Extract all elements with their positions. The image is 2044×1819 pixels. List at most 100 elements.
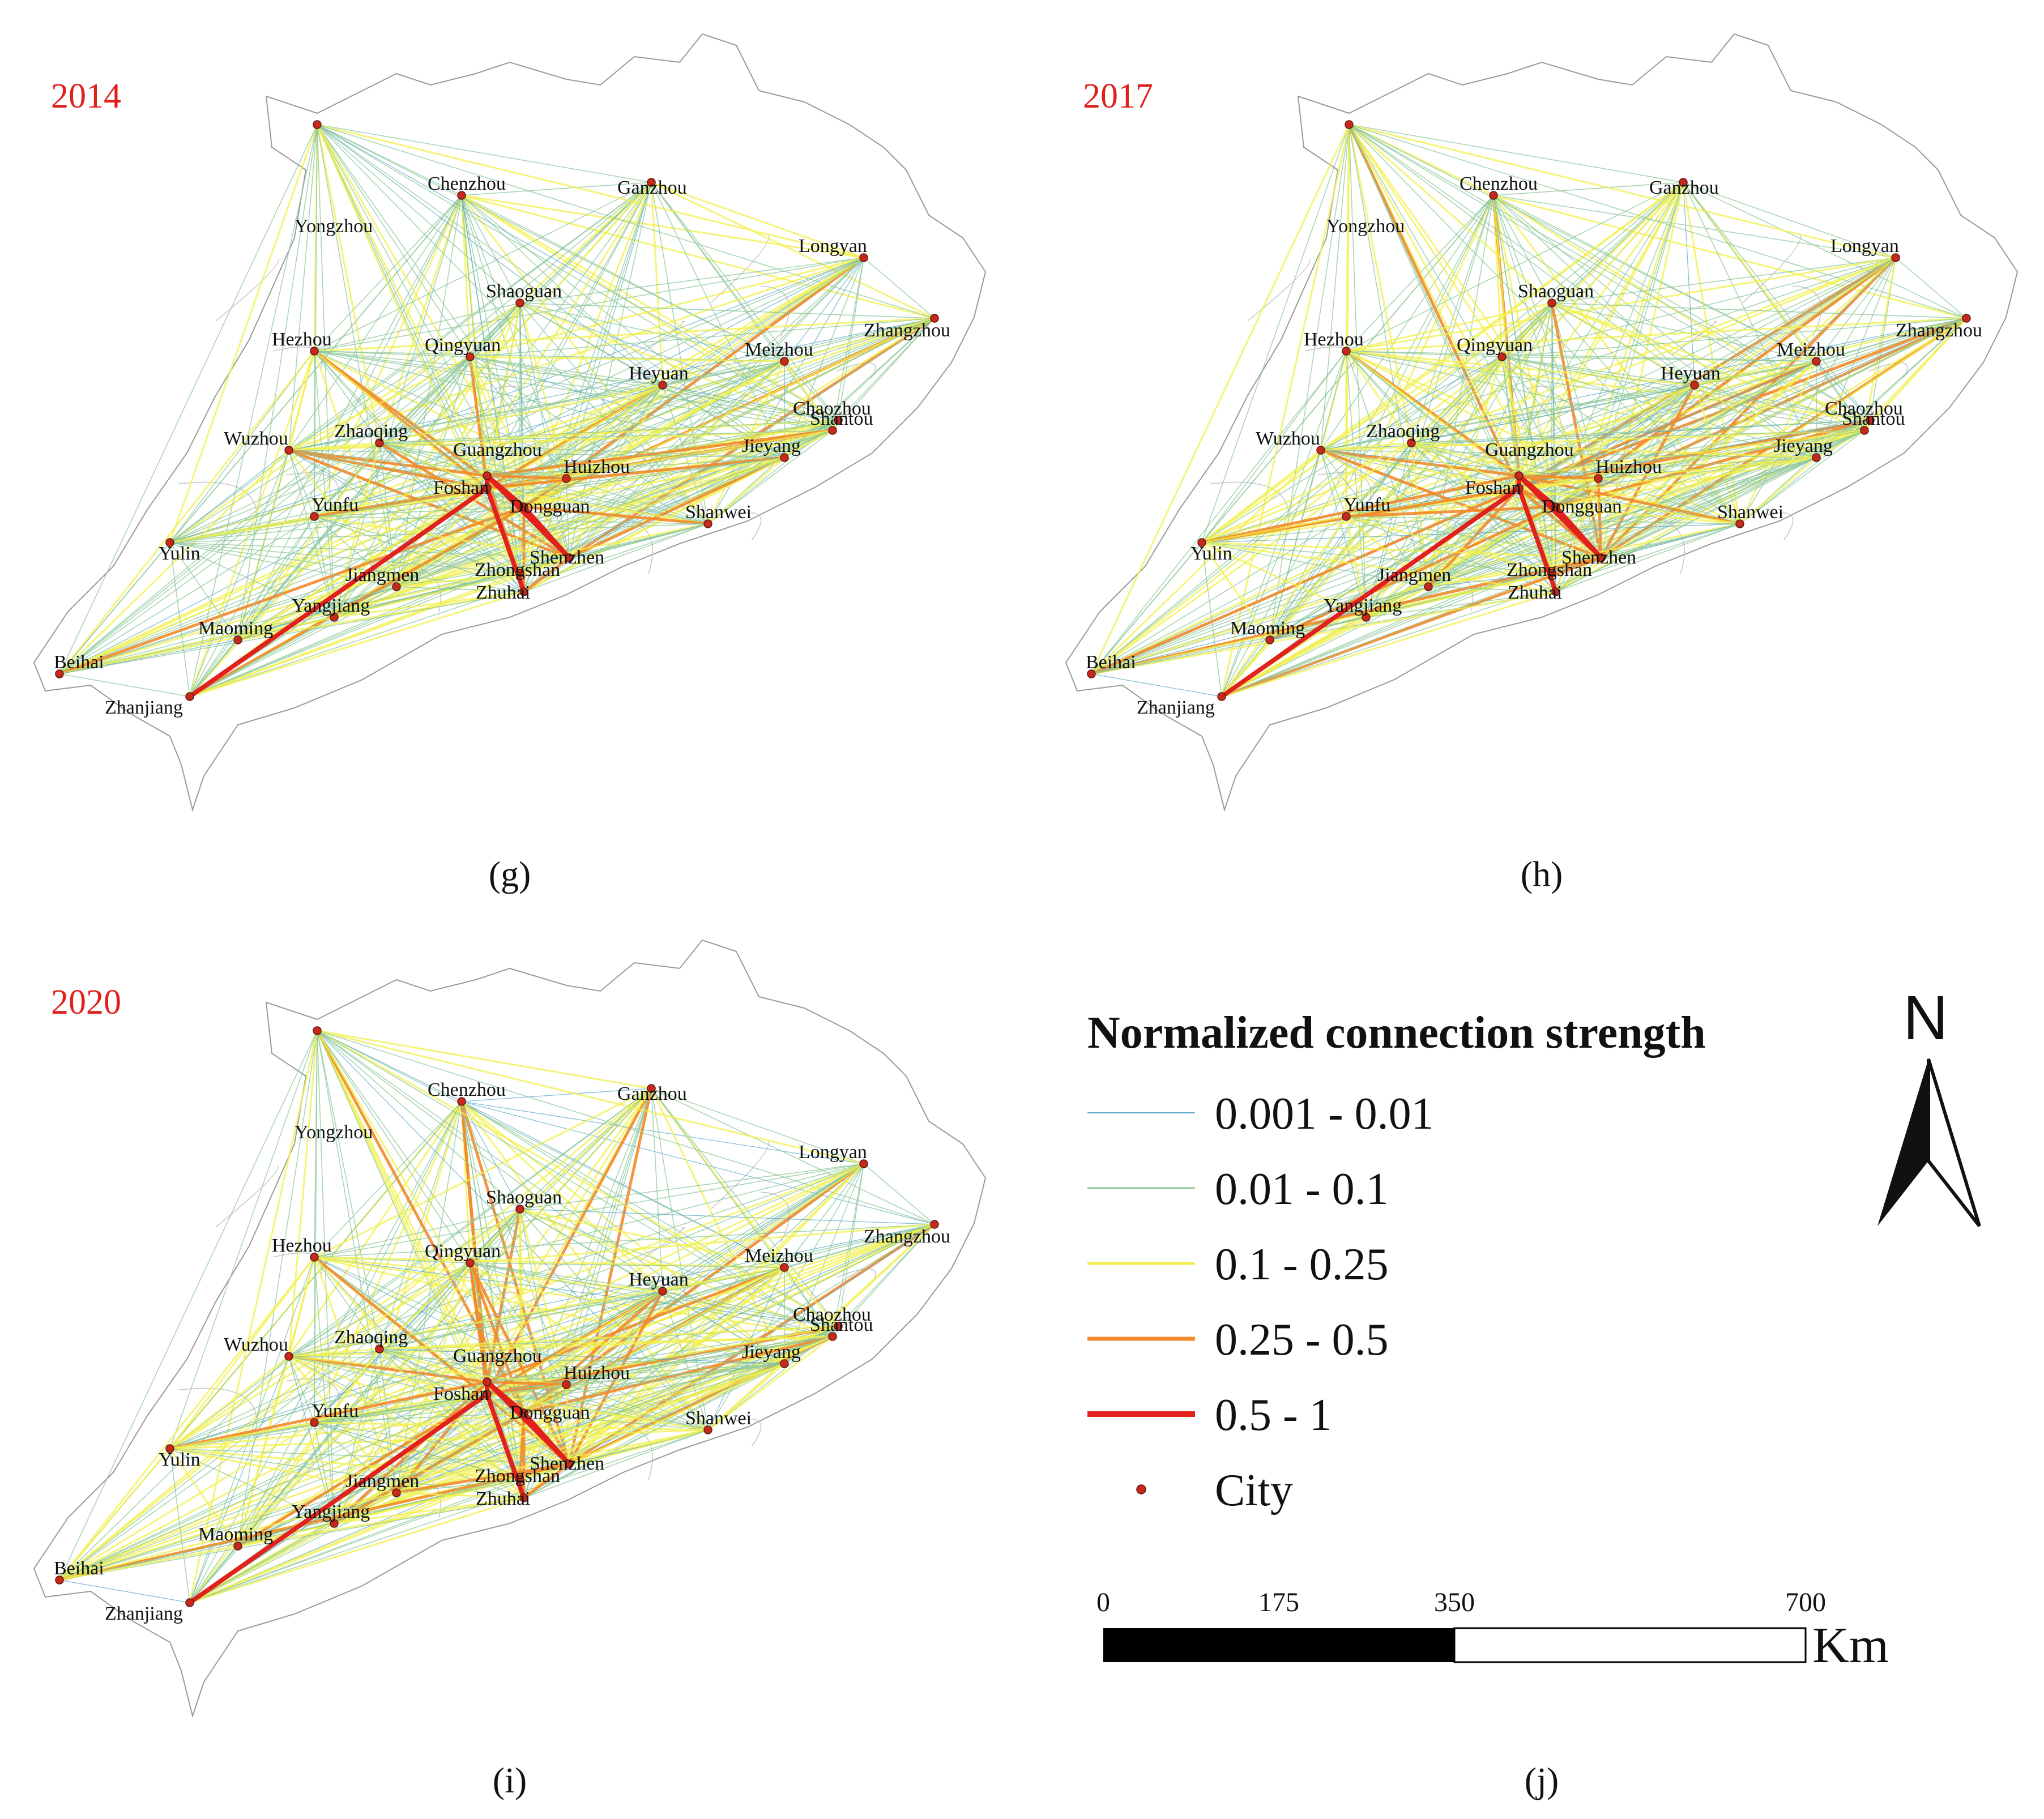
connection-line — [1816, 361, 1871, 421]
connection-line — [169, 182, 652, 543]
connection-line — [288, 302, 520, 451]
connection-line — [169, 1421, 315, 1450]
connection-line — [58, 1257, 315, 1581]
connection-line — [379, 1325, 839, 1350]
boundary-line — [1646, 515, 1685, 575]
connection-line — [379, 257, 864, 443]
city-label-zhongshan: Zhongshan — [475, 560, 560, 580]
connection-line — [317, 1030, 785, 1268]
connection-line — [169, 1448, 524, 1498]
city-dot-meizhou — [1812, 357, 1821, 366]
connection-line — [487, 1363, 785, 1382]
connection-line — [1501, 356, 1817, 362]
city-label-maoming: Maoming — [198, 1524, 273, 1545]
connection-line — [1091, 506, 1556, 674]
connection-line — [1346, 350, 1695, 386]
connection-line — [1349, 124, 1695, 386]
connection-line — [314, 516, 524, 592]
connection-line — [288, 318, 935, 451]
connection-line — [189, 617, 335, 697]
north-arrow-left — [1877, 1059, 1928, 1226]
connection-line — [707, 1335, 833, 1431]
connection-line — [379, 1163, 864, 1350]
connection-line — [1683, 182, 1967, 319]
city-label-beihai: Beihai — [54, 652, 104, 673]
connection-line — [396, 572, 520, 588]
connection-line — [519, 361, 785, 574]
connection-line — [487, 457, 785, 476]
connection-line — [189, 572, 520, 698]
connection-line — [314, 1421, 709, 1431]
city-label-zhangzhou: Zhangzhou — [864, 1226, 950, 1247]
city-dot-meizhou — [780, 1263, 789, 1272]
connection-line — [1518, 457, 1817, 476]
connection-line — [237, 1101, 462, 1547]
city-dot-shenzhen — [565, 1459, 574, 1468]
connection-line — [1694, 317, 1967, 386]
city-label-wuzhou: Wuzhou — [224, 428, 288, 449]
connection-line — [317, 1030, 471, 1263]
city-dot-zhanjiang — [185, 1598, 194, 1607]
connection-line — [169, 542, 335, 618]
connection-line — [59, 573, 520, 674]
boundary-line — [640, 1227, 685, 1262]
connection-line — [59, 1348, 380, 1581]
connection-line — [1518, 182, 1684, 476]
connection-line — [169, 542, 238, 641]
connection-line — [461, 194, 864, 259]
city-label-jieyang: Jieyang — [742, 435, 801, 456]
legend-city-dot — [1136, 1484, 1146, 1495]
connection-line — [1201, 541, 1602, 559]
connection-line — [379, 1291, 663, 1350]
city-label-hezhou: Hezhou — [272, 329, 332, 350]
connection-line — [1269, 450, 1321, 641]
city-label-shenzhen: Shenzhen — [1561, 547, 1636, 568]
city-label-hezhou: Hezhou — [272, 1235, 332, 1256]
connection-line — [59, 1579, 190, 1603]
connection-line — [316, 1030, 521, 1480]
city-dot-maoming — [233, 1542, 242, 1551]
connection-line — [288, 1224, 935, 1357]
connection-line — [1555, 557, 1602, 592]
connection-line — [59, 442, 380, 674]
city-label-zhaoqing: Zhaoqing — [1366, 421, 1440, 442]
connection-line — [832, 318, 935, 431]
connection-line — [487, 456, 785, 490]
connection-line — [237, 1422, 315, 1547]
connection-line — [189, 1224, 935, 1603]
connection-line — [314, 1422, 570, 1464]
city-dot-shanwei — [1735, 519, 1744, 528]
connection-line — [1349, 123, 1552, 304]
connection-line — [1493, 195, 1552, 304]
connection-line — [783, 1266, 839, 1327]
city-label-yunfu: Yunfu — [1343, 494, 1390, 515]
connection-line — [1598, 360, 1817, 480]
legend-label-1: 0.01 - 0.1 — [1215, 1164, 1389, 1214]
connection-line — [1091, 542, 1202, 674]
connection-line — [1555, 457, 1817, 592]
connection-line — [461, 195, 520, 304]
city-label-dongguan: Dongguan — [510, 1402, 590, 1423]
connection-line — [169, 1348, 380, 1449]
connection-line — [487, 420, 839, 476]
year-label: 2020 — [51, 983, 121, 1022]
city-dot-chaozhou — [834, 1322, 843, 1331]
city-dot-zhongshan — [1547, 569, 1556, 578]
connection-line — [189, 1545, 238, 1603]
connection-line — [1555, 456, 1817, 508]
scale-unit: Km — [1812, 1617, 1889, 1673]
connection-line — [1201, 351, 1347, 543]
city-label-shanwei: Shanwei — [685, 1408, 752, 1429]
connection-line — [314, 1256, 833, 1338]
connection-line — [470, 1262, 785, 1268]
connection-line — [288, 195, 462, 451]
connection-line — [378, 1262, 471, 1350]
connection-line — [314, 475, 488, 518]
city-dot-maoming — [233, 635, 242, 644]
connection-line — [314, 1422, 520, 1480]
connection-line — [1411, 318, 1967, 443]
connection-line — [662, 385, 839, 421]
city-label-zhongshan: Zhongshan — [1507, 560, 1592, 580]
city-label-yongzhou: Yongzhou — [1326, 216, 1405, 237]
connection-line — [519, 302, 935, 319]
